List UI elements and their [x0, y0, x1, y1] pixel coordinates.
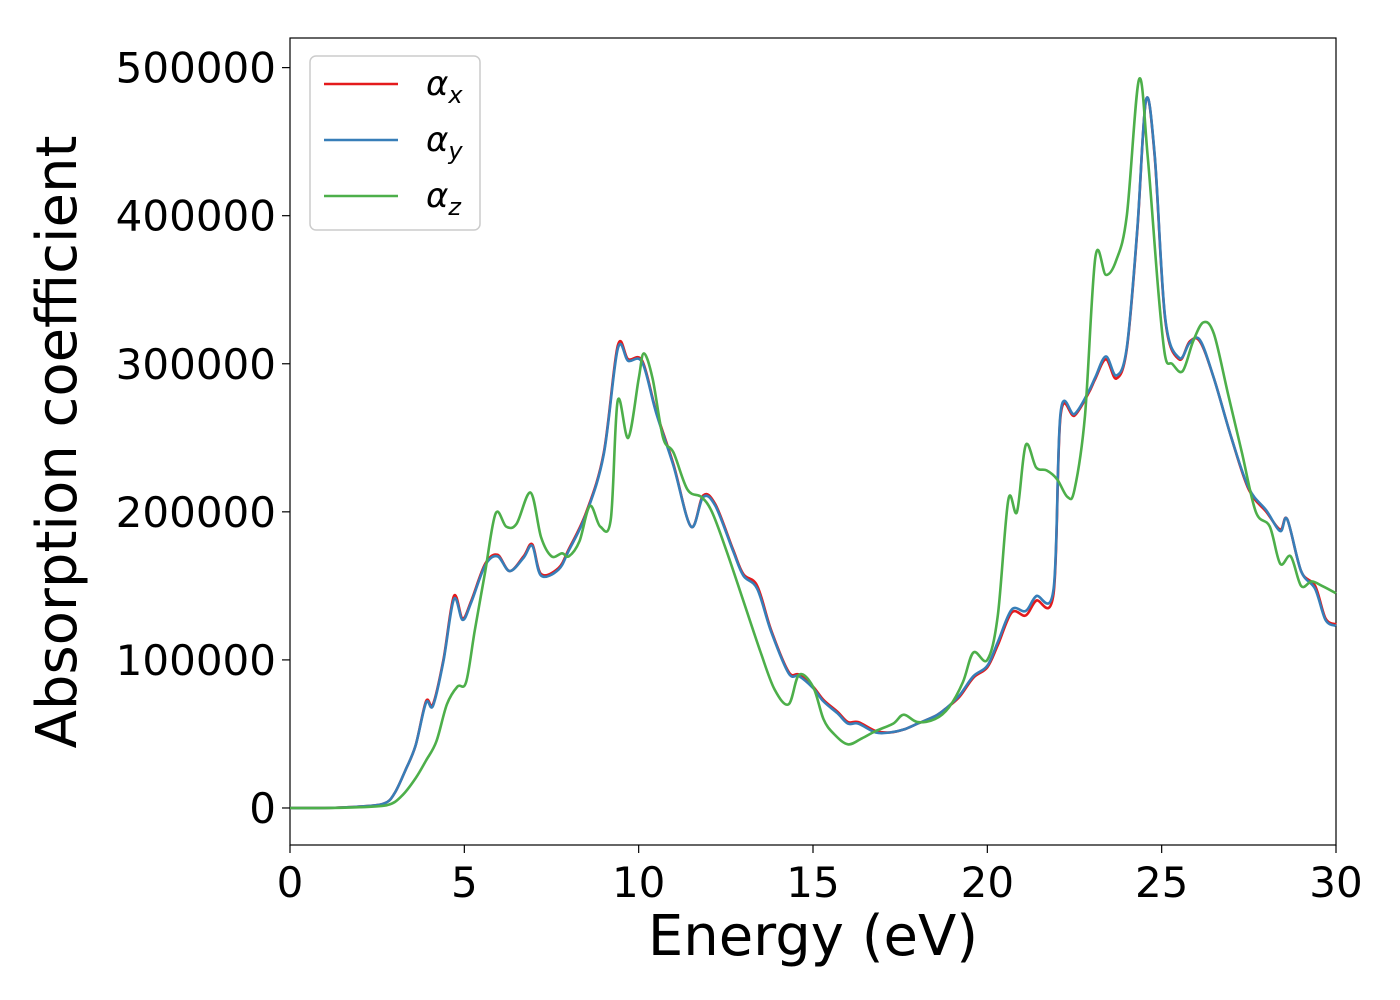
y-tick-label: 100000	[116, 636, 276, 685]
x-tick-label: 30	[1309, 858, 1362, 907]
series-layer	[289, 77, 1337, 810]
x-tick-label: 25	[1135, 858, 1188, 907]
y-tick-label: 300000	[116, 340, 276, 389]
y-tick-label: 0	[249, 784, 276, 833]
legend-label-z: αz	[426, 176, 462, 221]
y-axis-label: Absorption coefficient	[25, 136, 90, 749]
legend: αx αy αz	[309, 55, 481, 231]
legend-items: αx αy αz	[324, 64, 463, 221]
x-tick-label: 5	[451, 858, 478, 907]
x-tick-label: 15	[786, 858, 839, 907]
x-tick-label: 10	[612, 858, 665, 907]
legend-label-y: αy	[426, 120, 463, 165]
y-axis-ticks: 0 100000 200000 300000 400000 500000	[116, 44, 290, 833]
legend-label-x: αx	[426, 64, 463, 109]
x-tick-label: 0	[277, 858, 304, 907]
series-line-y	[289, 96, 1337, 810]
series-line-z	[289, 77, 1337, 810]
legend-box	[309, 55, 481, 231]
y-tick-label: 400000	[116, 192, 276, 241]
x-axis-ticks: 0 5 10 15 20 25 30	[277, 845, 1363, 907]
x-tick-label: 20	[961, 858, 1014, 907]
x-axis-label: Energy (eV)	[648, 904, 978, 969]
y-tick-label: 200000	[116, 488, 276, 537]
y-tick-label: 500000	[116, 44, 276, 93]
